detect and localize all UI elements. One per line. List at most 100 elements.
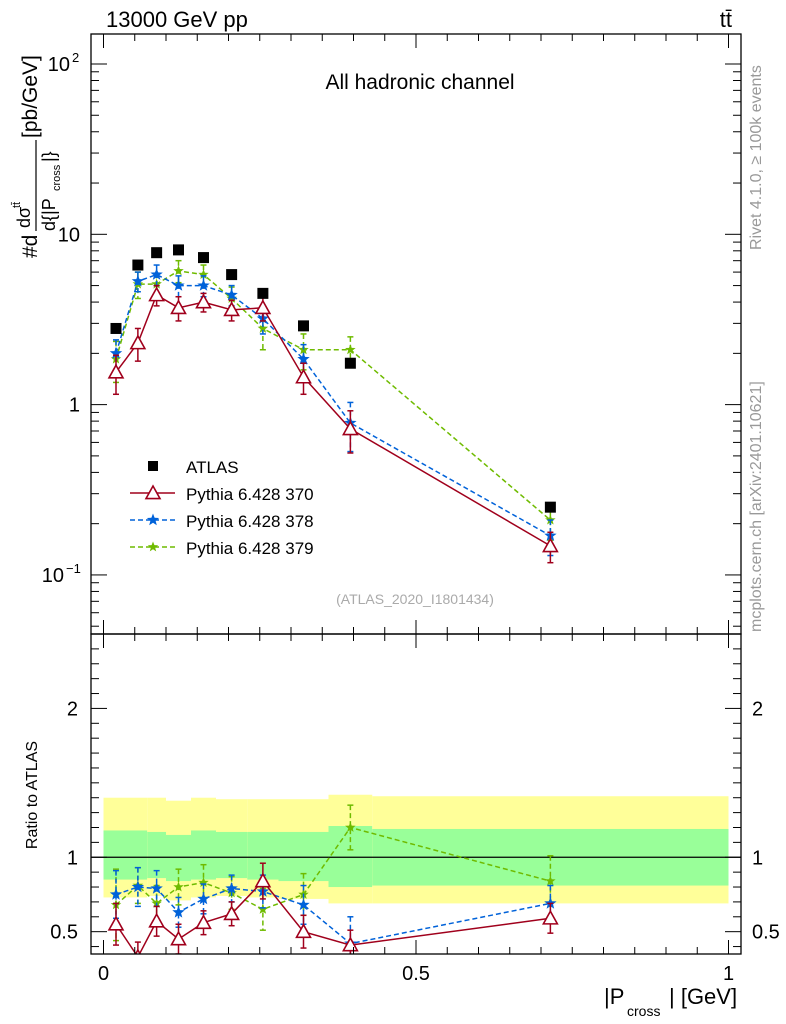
legend-marker-atlas bbox=[148, 461, 158, 471]
marker-370 bbox=[129, 334, 147, 350]
data-point-atlas bbox=[257, 287, 269, 299]
marker-378 bbox=[131, 274, 145, 287]
ratio-tick-label-right: 2 bbox=[752, 698, 763, 720]
x-tick-label: 0 bbox=[98, 963, 109, 985]
ratio-marker-379 bbox=[173, 881, 184, 892]
legend-label-378: Pythia 6.428 378 bbox=[186, 512, 314, 531]
ratio-marker-378 bbox=[197, 892, 210, 905]
ratio-frame bbox=[90, 633, 742, 955]
header-right: tt̄ bbox=[720, 7, 732, 32]
svg-text:cross: cross bbox=[51, 164, 63, 191]
mcplots-label: mcplots.cern.ch [arXiv:2401.10621] bbox=[748, 381, 765, 632]
marker-378 bbox=[197, 279, 210, 291]
legend-marker-378 bbox=[146, 513, 160, 526]
legend-label-atlas: ATLAS bbox=[186, 458, 239, 477]
legend-marker-370 bbox=[144, 484, 162, 500]
y-axis-label: #d dσ tt̄ d{|P cross |} [pb/GeV] bbox=[11, 55, 63, 258]
ratio-marker-370 bbox=[223, 905, 240, 921]
data-point-atlas bbox=[198, 252, 209, 264]
ratio-tick-label: 0.5 bbox=[50, 922, 78, 944]
chart-title: All hadronic channel bbox=[325, 71, 514, 94]
ratio-band-green bbox=[216, 831, 248, 879]
y-tick-label: 10 bbox=[48, 54, 70, 76]
ratio-tick-label: 2 bbox=[67, 698, 78, 720]
x-tick-label: 0.5 bbox=[402, 963, 430, 985]
x-label-main: |P bbox=[604, 984, 624, 1009]
ratio-marker-370 bbox=[542, 909, 559, 925]
ratio-band-green bbox=[191, 830, 216, 880]
ratio-line-378 bbox=[115, 886, 551, 945]
marker-370 bbox=[107, 363, 125, 379]
ratio-marker-379 bbox=[345, 822, 356, 832]
legend-marker-379 bbox=[147, 541, 159, 552]
marker-370 bbox=[254, 299, 272, 315]
marker-379 bbox=[257, 323, 269, 333]
data-point-atlas bbox=[173, 244, 184, 256]
data-point-atlas bbox=[344, 357, 356, 369]
ratio-marker-370 bbox=[134, 948, 142, 954]
data-point-atlas bbox=[226, 269, 238, 281]
ratio-marker-370 bbox=[107, 915, 125, 931]
legend-label-370: Pythia 6.428 370 bbox=[186, 485, 314, 504]
x-axis-label: |P cross | [GeV] bbox=[604, 984, 737, 1019]
data-point-atlas bbox=[544, 501, 556, 513]
data-point-atlas bbox=[298, 320, 309, 332]
ratio-marker-378 bbox=[131, 880, 145, 893]
data-point-atlas bbox=[110, 322, 122, 334]
ratio-marker-370 bbox=[295, 923, 312, 939]
ratio-marker-370 bbox=[170, 930, 187, 946]
ratio-marker-370 bbox=[148, 912, 165, 928]
marker-379 bbox=[345, 344, 356, 355]
ratio-marker-379 bbox=[198, 877, 209, 887]
marker-370 bbox=[223, 301, 240, 317]
marker-378 bbox=[225, 288, 238, 301]
svg-text:#d: #d bbox=[19, 235, 42, 258]
analysis-id: (ATLAS_2020_I1801434) bbox=[336, 591, 494, 607]
ratio-tick-label-right: 0.5 bbox=[752, 922, 780, 944]
ratio-y-label: Ratio to ATLAS bbox=[24, 741, 41, 849]
svg-text:|}: |} bbox=[39, 151, 59, 162]
x-label-unit: | [GeV] bbox=[669, 984, 737, 1009]
svg-text:[pb/GeV]: [pb/GeV] bbox=[19, 55, 42, 138]
data-point-atlas bbox=[151, 247, 163, 259]
marker-370 bbox=[195, 293, 212, 309]
ratio-line-370 bbox=[115, 879, 551, 954]
ratio-marker-378 bbox=[150, 882, 163, 894]
ratio-tick-label-right: 1 bbox=[752, 847, 763, 869]
marker-370 bbox=[342, 420, 359, 436]
y-tick-label: 10 bbox=[58, 224, 80, 246]
marker-370 bbox=[170, 299, 187, 315]
data-point-atlas bbox=[132, 259, 144, 271]
marker-379 bbox=[173, 265, 184, 276]
marker-370 bbox=[148, 286, 165, 302]
line-370 bbox=[115, 293, 551, 547]
svg-text:d{|P: d{|P bbox=[39, 198, 59, 231]
ratio-band-green bbox=[328, 826, 373, 888]
y-tick-label: 1 bbox=[69, 395, 80, 417]
marker-378 bbox=[150, 268, 163, 280]
ratio-tick-label: 1 bbox=[67, 847, 78, 869]
marker-370 bbox=[295, 368, 312, 384]
line-379 bbox=[115, 270, 551, 521]
ratio-marker-378 bbox=[225, 882, 238, 894]
ratio-line-379 bbox=[115, 826, 551, 911]
y-tick-label: 10 bbox=[42, 565, 64, 587]
ratio-marker-370 bbox=[254, 872, 272, 888]
rivet-label: Rivet 4.1.0, ≥ 100k events bbox=[748, 65, 765, 250]
marker-370 bbox=[542, 537, 559, 553]
header-left: 13000 GeV pp bbox=[106, 7, 248, 32]
ratio-marker-378 bbox=[297, 898, 310, 911]
marker-378 bbox=[172, 279, 185, 291]
x-label-sub: cross bbox=[627, 1003, 660, 1019]
ratio-marker-378 bbox=[109, 888, 123, 900]
marker-378 bbox=[109, 346, 123, 359]
svg-text:tt̄: tt̄ bbox=[11, 202, 23, 208]
x-tick-label: 1 bbox=[723, 963, 734, 985]
ratio-marker-378 bbox=[172, 905, 185, 918]
ratio-marker-379 bbox=[257, 903, 269, 914]
ratio-marker-379 bbox=[545, 875, 556, 886]
y-tick-label-exp: −1 bbox=[66, 561, 81, 576]
legend-label-379: Pythia 6.428 379 bbox=[186, 539, 314, 558]
y-tick-label-exp: 2 bbox=[72, 50, 79, 65]
